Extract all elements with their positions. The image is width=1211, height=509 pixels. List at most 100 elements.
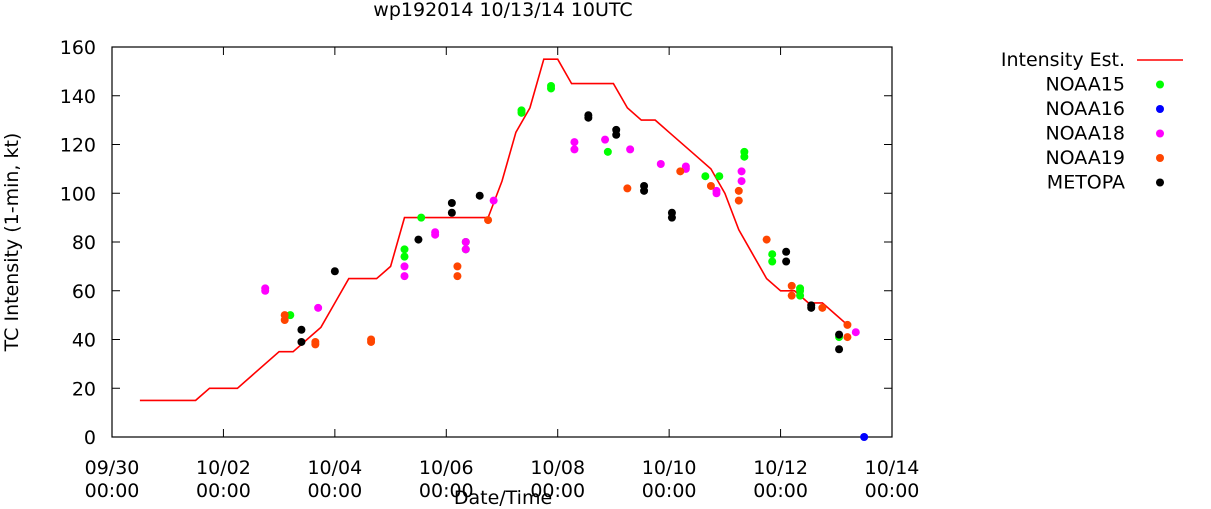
plot-frame [111,46,893,438]
data-point-metopa [475,191,484,200]
data-point-noaa19 [311,340,320,349]
x-tick-label-date: 10/12 [753,457,808,479]
data-point-noaa19 [484,216,493,225]
data-point-noaa18 [570,138,579,147]
plot-frame-layer: 02040608010012014016009/3000:0010/0200:0… [60,37,920,502]
y-tick-label: 40 [72,330,96,352]
x-tick-label-date: 10/14 [865,457,920,479]
data-point-metopa [782,247,791,256]
x-tick-label-time: 00:00 [196,480,251,502]
legend-swatch-noaa18 [1156,129,1164,138]
x-tick-label-date: 10/04 [307,457,362,479]
x-tick-label-time: 00:00 [642,480,697,502]
legend-label-noaa16: NOAA16 [1045,98,1125,120]
data-layer [139,58,869,441]
y-tick-label: 80 [72,232,96,254]
data-point-noaa18 [712,189,721,198]
data-point-noaa18 [626,145,635,154]
data-point-metopa [447,208,456,217]
legend-swatch-metopa [1156,178,1164,187]
data-point-noaa15 [400,252,409,261]
data-point-noaa18 [851,328,860,337]
x-tick-label-date: 10/10 [642,457,697,479]
x-tick-label-time: 00:00 [753,480,808,502]
data-point-metopa [835,330,844,339]
data-point-noaa18 [461,238,470,246]
legend-swatch-noaa16 [1156,105,1164,113]
data-point-noaa19 [280,316,289,324]
data-point-noaa19 [787,281,796,290]
data-point-noaa18 [400,262,409,271]
series-line-intensity-est [139,58,851,402]
data-point-metopa [835,345,844,354]
data-point-metopa [640,186,649,195]
x-tick-label-time: 00:00 [85,480,140,502]
data-point-noaa19 [734,196,743,205]
data-point-noaa19 [734,186,743,195]
data-point-noaa15 [417,213,426,222]
data-point-noaa15 [603,147,612,156]
data-point-noaa19 [453,272,462,281]
data-point-noaa18 [314,303,323,312]
y-tick-label: 140 [60,86,96,108]
x-tick-label-time: 00:00 [865,480,920,502]
data-point-noaa18 [737,177,746,186]
data-point-noaa18 [601,135,610,144]
data-point-noaa19 [623,184,632,193]
data-point-noaa15 [286,311,295,320]
data-point-noaa18 [431,230,440,239]
data-point-noaa19 [843,333,852,342]
data-point-noaa19 [453,262,462,271]
x-tick-label-date: 09/30 [85,457,140,479]
data-point-metopa [667,213,676,222]
legend-label-metopa: METOPA [1047,172,1125,194]
y-tick-label: 60 [72,281,96,303]
legend-label-noaa15: NOAA15 [1045,74,1125,96]
data-point-noaa18 [400,272,409,281]
label-layer: wp192014 10/13/14 10UTC Date/Time TC Int… [1,0,633,509]
data-point-metopa [297,325,306,334]
data-point-noaa19 [818,303,827,312]
y-axis-label: TC Intensity (1-min, kt) [1,133,23,353]
data-point-noaa19 [706,181,715,190]
x-tick-label-time: 00:00 [530,480,585,502]
data-point-noaa18 [570,145,579,154]
y-tick-label: 100 [60,183,96,205]
y-tick-label: 20 [72,378,96,400]
legend-swatch-noaa19 [1156,154,1164,162]
data-point-noaa15 [740,152,749,161]
legend-label-noaa19: NOAA19 [1045,147,1125,169]
data-point-noaa19 [787,291,796,300]
data-point-noaa19 [843,320,852,329]
data-point-noaa19 [367,337,376,346]
data-point-metopa [414,235,423,244]
data-point-metopa [447,199,456,207]
x-tick-label-date: 10/02 [196,457,251,479]
data-point-metopa [807,303,816,312]
data-point-noaa15 [517,108,526,117]
x-tick-label-time: 00:00 [307,480,362,502]
y-tick-label: 120 [60,135,96,157]
data-point-metopa [782,257,791,266]
y-tick-label: 0 [84,427,96,449]
data-point-noaa15 [400,245,409,254]
data-point-noaa18 [261,286,270,295]
data-point-noaa18 [656,160,665,168]
x-axis-label: Date/Time [454,487,552,509]
chart-title: wp192014 10/13/14 10UTC [373,0,632,21]
data-point-noaa15 [796,286,805,295]
data-point-noaa15 [547,84,556,93]
legend-label-noaa18: NOAA18 [1045,123,1125,145]
x-tick-label-time: 00:00 [419,480,474,502]
data-point-metopa [612,130,621,139]
y-tick-label: 160 [60,37,96,59]
x-tick-label-date: 10/08 [530,457,585,479]
x-tick-label-date: 10/06 [419,457,474,479]
data-point-noaa15 [768,250,777,259]
legend-swatch-noaa15 [1156,80,1164,89]
data-point-metopa [330,267,339,276]
data-point-noaa18 [461,245,470,254]
legend-label-intensity-est: Intensity Est. [1001,49,1125,71]
data-point-noaa16 [860,433,869,441]
